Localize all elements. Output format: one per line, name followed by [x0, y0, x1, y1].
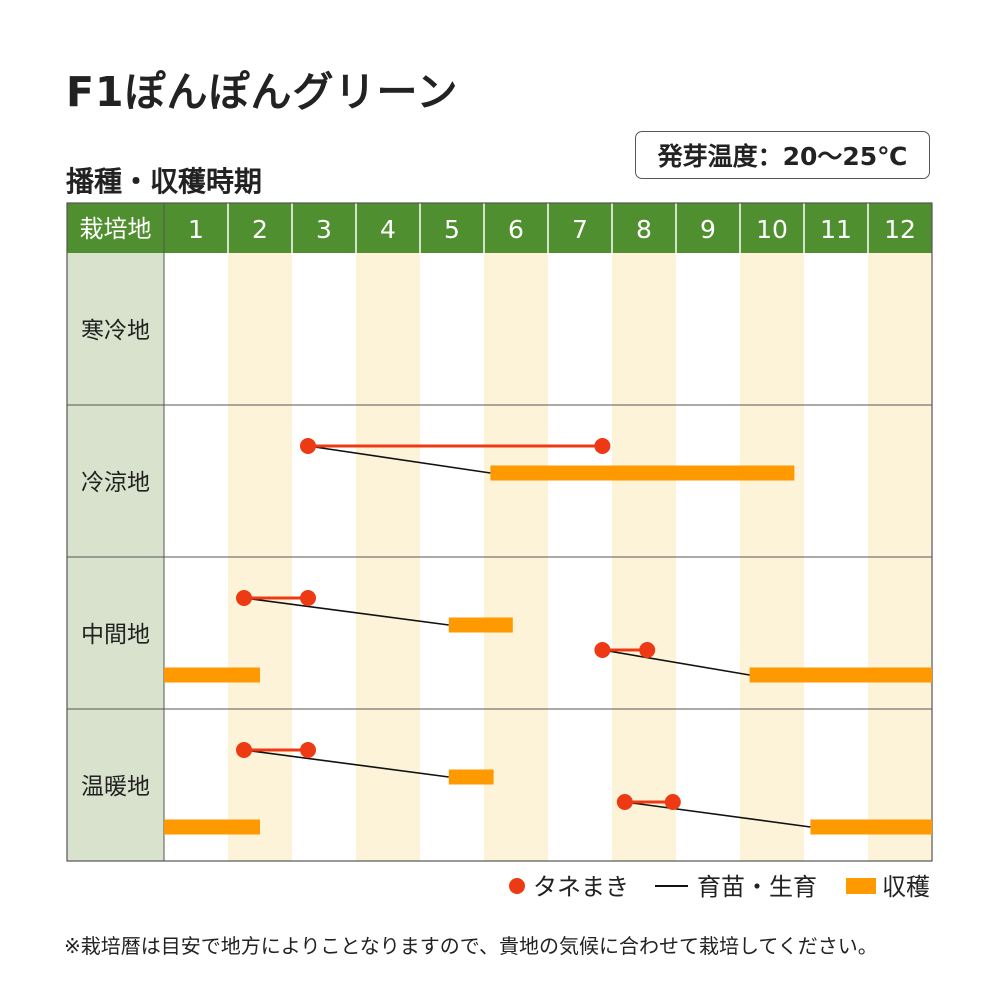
sowing-start-dot	[236, 742, 252, 758]
grid-border	[66, 202, 933, 862]
month-label-11: 11	[820, 215, 852, 244]
month-label-4: 4	[380, 215, 396, 244]
sowing-start-dot	[616, 794, 633, 810]
harvest-bar	[810, 819, 932, 835]
month-label-2: 2	[252, 215, 268, 244]
region-cell	[67, 709, 164, 861]
region-label: 中間地	[81, 622, 150, 648]
header-bar	[67, 203, 932, 253]
germination-temperature-badge: 発芽温度：20～25℃	[635, 131, 930, 179]
sowing-end-dot	[300, 742, 316, 758]
growing-line	[307, 445, 491, 474]
page-title: F1ぽんぽんグリーン	[66, 68, 459, 116]
sowing-end-dot	[639, 642, 656, 658]
sowing-start-dot	[300, 438, 316, 454]
footnote: ※栽培暦は目安で地方によりことなりますので、貴地の気候に合わせて栽培してください…	[64, 934, 878, 958]
legend-growing-label: 育苗・生育	[697, 873, 817, 901]
region-cell	[67, 557, 164, 709]
chart-subtitle: 播種・収穫時期	[66, 165, 263, 198]
month-label-7: 7	[572, 215, 588, 244]
sowing-start-dot	[594, 642, 611, 658]
harvest-bar	[749, 667, 932, 683]
sowing-start-dot	[236, 590, 252, 606]
region-cell	[67, 253, 164, 405]
sowing-end-dot	[664, 794, 681, 810]
month-label-8: 8	[636, 215, 652, 244]
month-label-1: 1	[188, 215, 204, 244]
harvest-bar	[164, 819, 260, 835]
month-label-6: 6	[508, 215, 524, 244]
month-label-5: 5	[444, 215, 460, 244]
legend-sowing-marker	[509, 878, 525, 894]
month-label-9: 9	[700, 215, 716, 244]
month-label-12: 12	[884, 215, 916, 244]
harvest-bar	[490, 465, 795, 481]
legend-sowing-label: タネまき	[533, 873, 629, 901]
region-label: 温暖地	[81, 774, 150, 800]
legend-harvest-marker	[846, 878, 876, 894]
harvest-bar	[448, 769, 494, 785]
month-label-10: 10	[756, 215, 788, 244]
region-label: 冷涼地	[81, 470, 150, 496]
growing-line	[624, 801, 811, 828]
region-label: 寒冷地	[81, 318, 150, 344]
month-label-3: 3	[316, 215, 332, 244]
header-label: 栽培地	[80, 215, 152, 243]
harvest-bar	[164, 667, 260, 683]
sowing-end-dot	[300, 590, 316, 606]
legend-harvest-label: 収穫	[882, 873, 930, 901]
growing-line	[243, 597, 449, 626]
growing-line	[243, 749, 449, 778]
region-cell	[67, 405, 164, 557]
sowing-end-dot	[594, 438, 611, 454]
harvest-bar	[448, 617, 513, 633]
growing-line	[602, 649, 750, 676]
